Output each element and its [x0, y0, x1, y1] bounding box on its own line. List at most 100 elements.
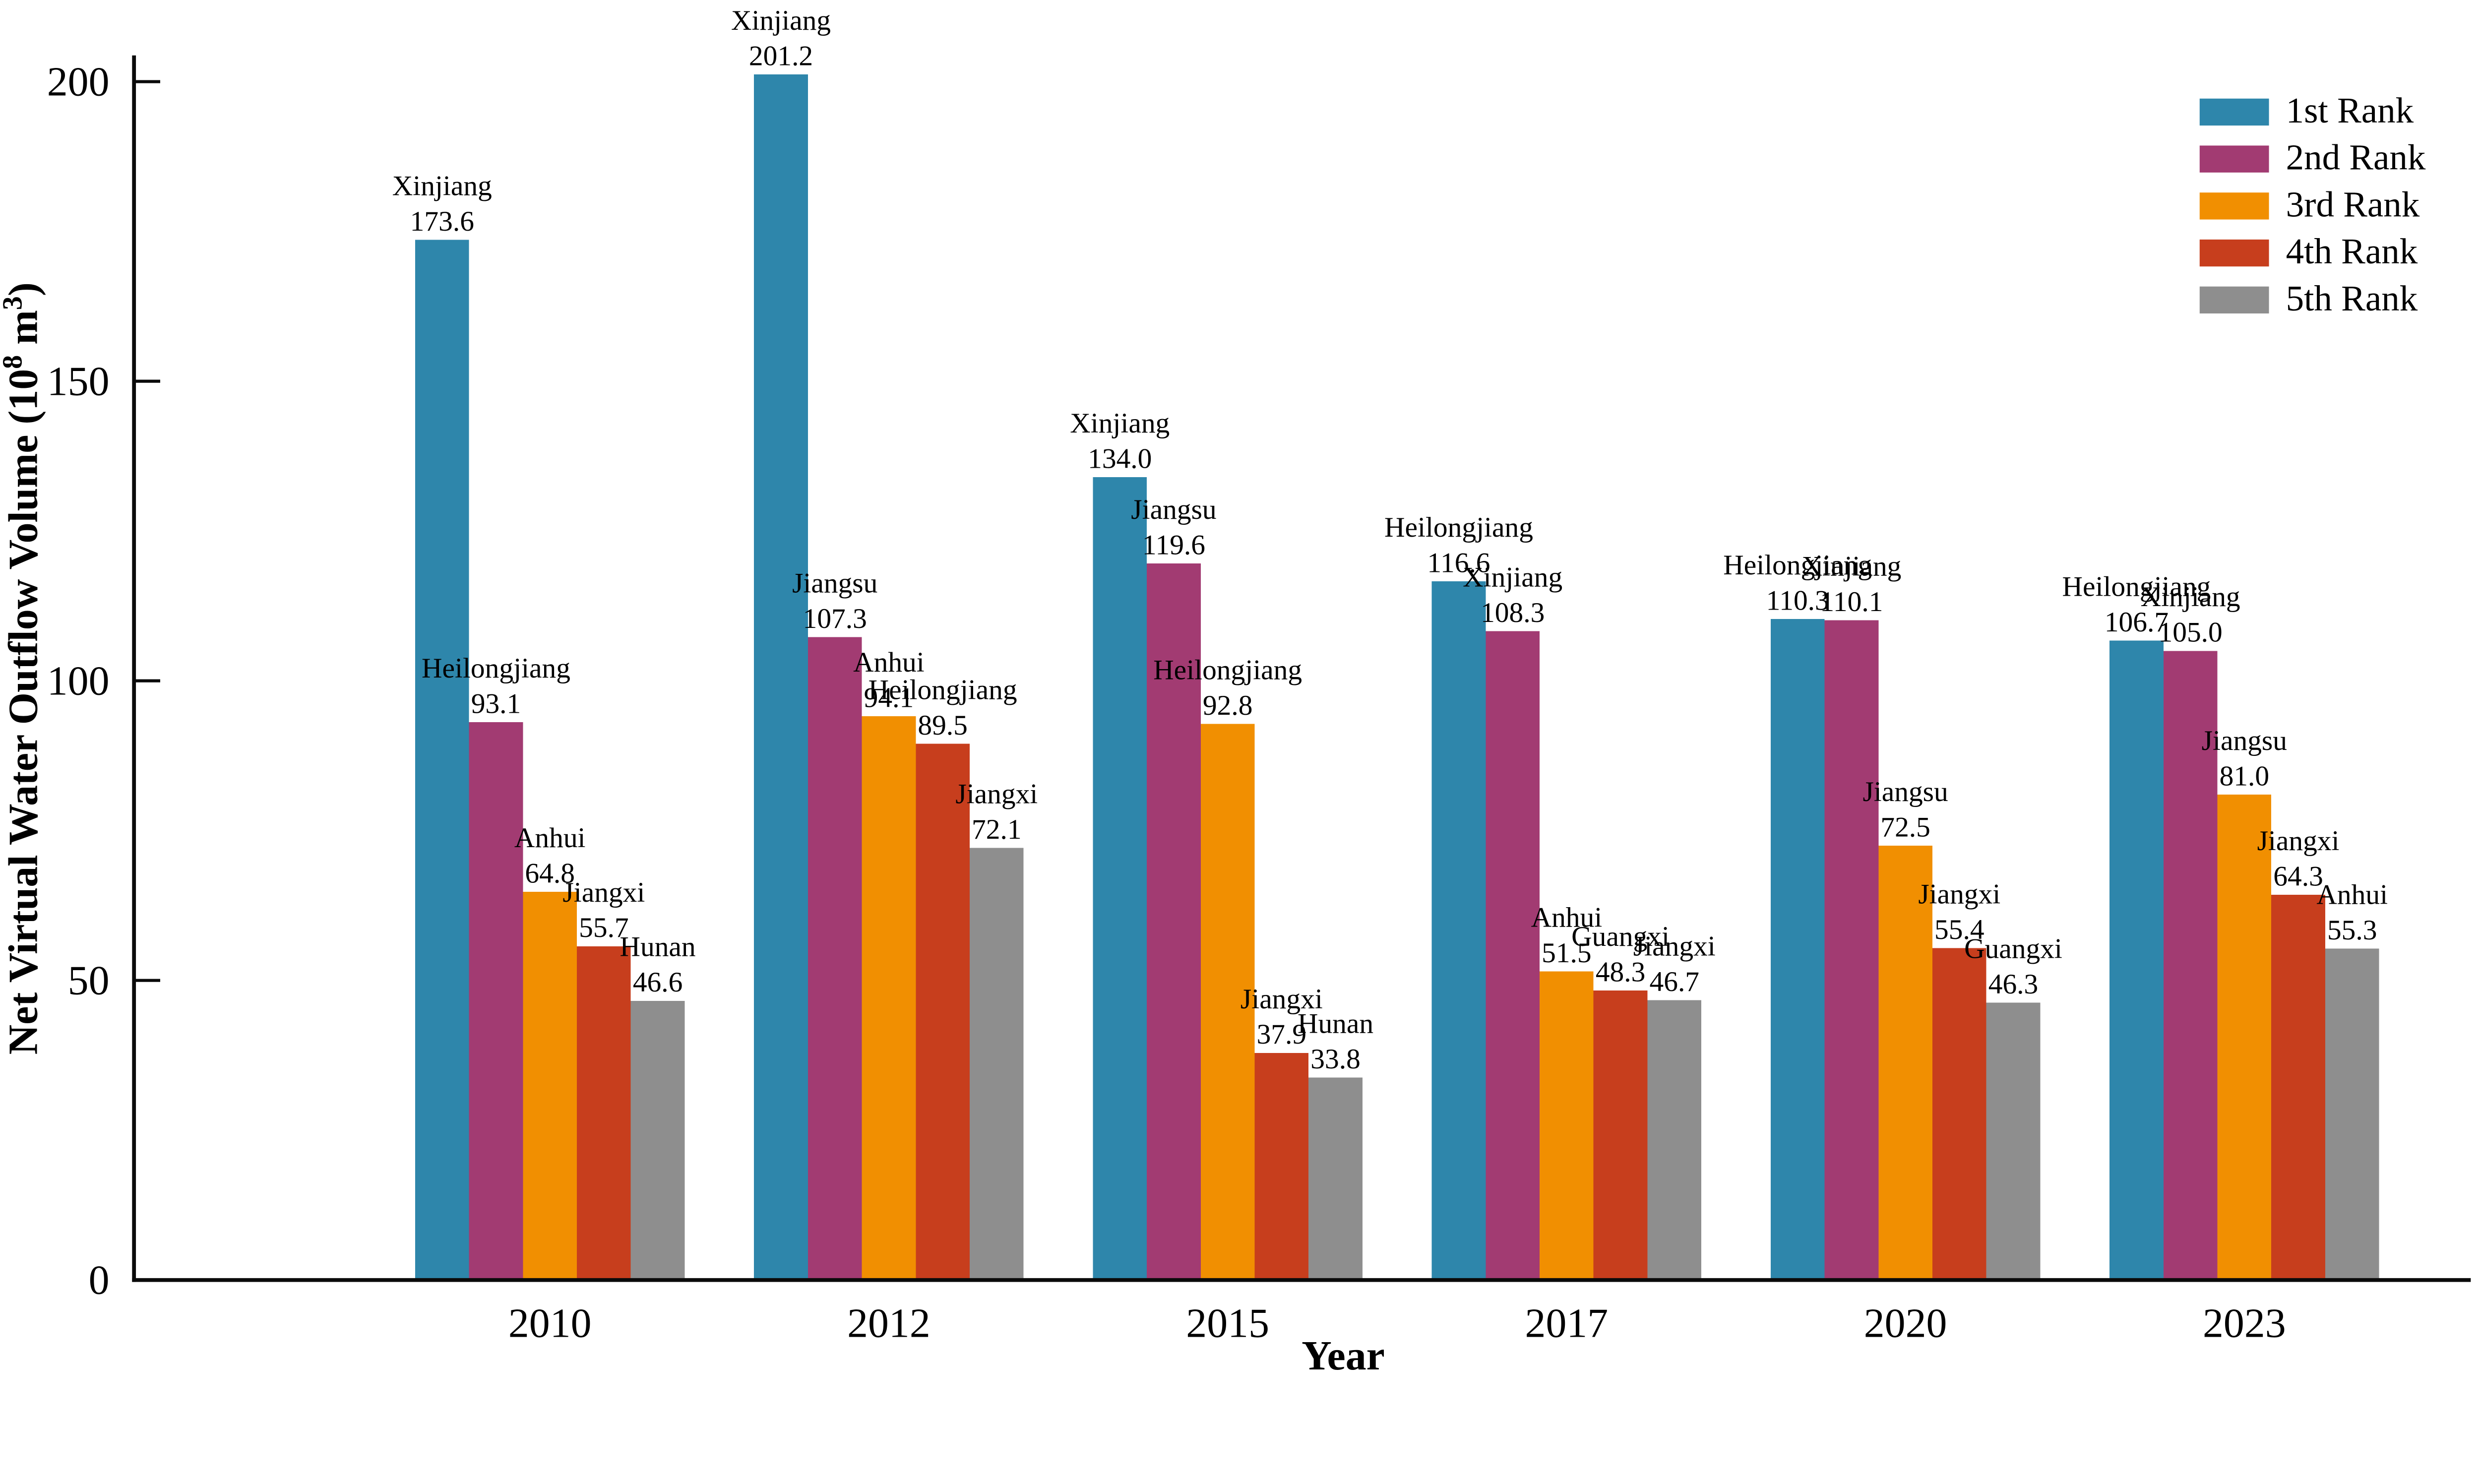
- bar: [1431, 581, 1486, 1280]
- bar-label-value: 81.0: [2220, 761, 2270, 792]
- x-tick-label: 2020: [1864, 1300, 1947, 1347]
- bar-label-value: 55.3: [2327, 915, 2377, 946]
- bar: [1093, 477, 1147, 1280]
- bar: [1824, 620, 1879, 1280]
- bar-label-province: Hunan: [1298, 1008, 1373, 1039]
- y-tick-label: 150: [47, 359, 110, 405]
- y-tick-label: 100: [47, 658, 110, 704]
- x-tick-label: 2017: [1525, 1300, 1609, 1347]
- bar-label-province: Guangxi: [1964, 933, 2062, 964]
- y-tick-label: 200: [47, 59, 110, 105]
- bar: [1200, 724, 1255, 1280]
- bar-label-value: 33.8: [1310, 1044, 1361, 1075]
- bar-label-province: Anhui: [853, 647, 925, 678]
- bar-label-value: 105.0: [2159, 617, 2223, 648]
- bar-labels-layer: Xinjiang 173.6 Xinjiang 201.2 Xinjiang 134.0 H…: [392, 5, 2388, 1075]
- bar-label-value: 134.0: [1088, 443, 1152, 474]
- x-tick-label: 2012: [847, 1300, 930, 1347]
- bar: [2217, 795, 2272, 1280]
- bar-label-value: 119.6: [1142, 529, 1205, 560]
- bar: [523, 891, 577, 1280]
- bar-label-value: 72.5: [1880, 811, 1930, 843]
- x-axis-title: Year: [1302, 1333, 1385, 1379]
- x-tick-label: 2010: [508, 1300, 592, 1347]
- x-tick-label: 2015: [1186, 1300, 1269, 1347]
- bar-label-province: Anhui: [2316, 879, 2388, 911]
- bar-label-value: 93.1: [471, 688, 521, 719]
- bar: [415, 240, 469, 1280]
- bar-label-province: Heilongjiang: [422, 653, 570, 684]
- bar-label-value: 37.9: [1257, 1019, 1307, 1050]
- legend: 1st Rank 2nd Rank 3rd Rank 4th Rank 5th Rank: [2199, 90, 2426, 318]
- bar-label-province: Anhui: [1531, 902, 1603, 933]
- bar: [1932, 948, 1986, 1280]
- bar-label-province: Heilongjiang: [1723, 550, 1872, 581]
- y-tick-label: 0: [89, 1257, 110, 1303]
- bar-label-province: Xinjiang: [1463, 561, 1562, 593]
- bar-label-province: Heilongjiang: [1384, 512, 1533, 543]
- bar-label-province: Jiangxi: [955, 779, 1038, 810]
- bar: [1254, 1052, 1309, 1280]
- bar-label-province: Heilongjiang: [868, 674, 1017, 705]
- bar-label-province: Jiangxi: [1240, 984, 1323, 1015]
- legend-label: 1st Rank: [2286, 90, 2414, 130]
- bar-label-province: Jiangxi: [1633, 931, 1716, 962]
- bar-label-province: Hunan: [620, 931, 696, 963]
- bar-label-value: 116.6: [1427, 547, 1490, 578]
- bar: [1770, 619, 1825, 1280]
- bar-label-value: 51.5: [1542, 937, 1592, 969]
- bar-label-province: Jiangsu: [1862, 776, 1948, 807]
- bar: [754, 74, 808, 1280]
- bar-label-province: Heilongjiang: [2062, 571, 2211, 603]
- bar-label-value: 55.7: [579, 912, 629, 943]
- bar-label-value: 92.8: [1203, 690, 1253, 721]
- chart-canvas: 0 50 100 150 200 2010 2012 2015 2017 2020 2023 Xin…: [0, 5, 2471, 1379]
- legend-swatch: [2199, 192, 2269, 220]
- bar-label-province: Jiangxi: [1918, 878, 2000, 910]
- bar-label-province: Xinjiang: [1070, 408, 1170, 439]
- legend-swatch: [2199, 286, 2269, 313]
- bar-label-value: 64.3: [2273, 861, 2323, 892]
- bar: [577, 946, 631, 1280]
- bar: [2271, 894, 2325, 1280]
- legend-swatch: [2199, 98, 2269, 126]
- legend-swatch: [2199, 145, 2269, 173]
- bar-label-value: 110.3: [1766, 585, 1829, 617]
- bar: [1486, 631, 1540, 1280]
- bar-label-province: Jiangsu: [2202, 725, 2287, 756]
- bar-label-value: 46.6: [633, 967, 683, 998]
- bar-chart-figure: 0 50 100 150 200 2010 2012 2015 2017 2020 2023 Xin…: [0, 5, 2471, 1379]
- bar-label-value: 110.1: [1820, 586, 1883, 618]
- bar-label-value: 106.7: [2105, 607, 2169, 638]
- bar-label-province: Jiangsu: [1131, 494, 1216, 525]
- legend-swatch: [2199, 239, 2269, 267]
- bar-label-value: 46.7: [1650, 966, 1700, 997]
- bar-label-value: 46.3: [1988, 969, 2039, 1000]
- bar-label-value: 94.1: [864, 682, 914, 713]
- bar-label-province: Jiangsu: [792, 567, 877, 599]
- bar-label-province: Anhui: [514, 822, 586, 854]
- bar-label-province: Xinjiang: [2141, 581, 2240, 613]
- bar: [2163, 651, 2218, 1280]
- x-tick-label: 2023: [2203, 1300, 2286, 1347]
- bar: [2325, 948, 2379, 1280]
- bar: [916, 743, 970, 1280]
- bar-label-value: 72.1: [972, 814, 1022, 845]
- bar: [862, 716, 916, 1280]
- bar: [1147, 563, 1201, 1280]
- y-axis-title: Net Virtual Water Outflow Volume (108 m3…: [0, 282, 47, 1054]
- bar-label-value: 48.3: [1596, 957, 1646, 988]
- bar: [469, 722, 523, 1280]
- bar-label-value: 201.2: [749, 40, 813, 71]
- bar: [1308, 1077, 1363, 1280]
- bar: [1593, 990, 1648, 1280]
- bar-label-province: Heilongjiang: [1153, 655, 1302, 686]
- bar-label-province: Xinjiang: [1801, 551, 1901, 582]
- bar: [2109, 640, 2164, 1280]
- y-tick-label: 50: [68, 958, 110, 1004]
- bar-label-value: 108.3: [1481, 597, 1545, 628]
- bar: [1986, 1002, 2041, 1280]
- bar-label-province: Guangxi: [1571, 921, 1670, 952]
- bar-label-province: Jiangxi: [2257, 825, 2340, 857]
- bar-label-value: 107.3: [803, 603, 867, 634]
